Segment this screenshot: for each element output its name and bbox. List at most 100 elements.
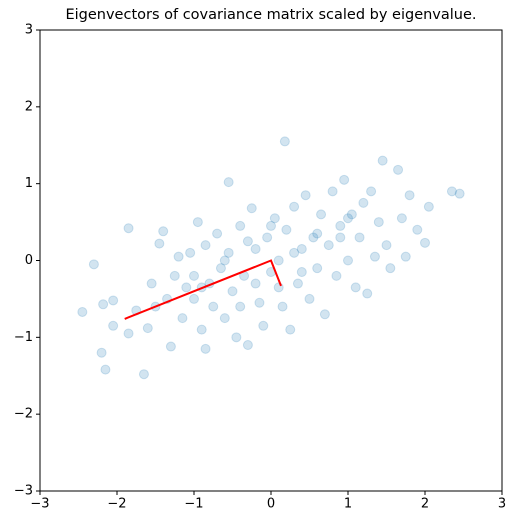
point — [335, 232, 346, 243]
point — [331, 270, 342, 281]
point — [96, 347, 107, 358]
point — [343, 213, 353, 224]
x-tick-label: −1 — [184, 497, 203, 512]
point — [123, 223, 134, 234]
y-tick-label: 0 — [25, 253, 33, 268]
point — [316, 209, 327, 220]
point — [319, 309, 330, 320]
point — [377, 155, 388, 166]
point — [250, 278, 261, 289]
point — [219, 313, 230, 324]
point — [289, 247, 300, 258]
point — [404, 190, 415, 201]
point — [400, 251, 411, 262]
point — [339, 174, 350, 185]
point — [354, 232, 365, 243]
point — [381, 240, 392, 251]
point — [277, 301, 288, 312]
point — [246, 203, 257, 214]
point — [258, 320, 269, 331]
point — [189, 293, 199, 304]
point — [327, 186, 338, 197]
point — [196, 324, 207, 335]
point — [100, 364, 111, 375]
point — [88, 259, 99, 270]
point — [396, 213, 407, 224]
point — [189, 270, 199, 281]
x-tick-label: 0 — [267, 497, 275, 512]
point — [219, 255, 230, 266]
point — [242, 340, 253, 351]
point — [223, 247, 234, 258]
chart-title: Eigenvectors of covariance matrix scaled… — [65, 7, 476, 23]
point — [420, 237, 430, 248]
point — [200, 240, 211, 251]
point — [231, 332, 242, 343]
x-tick-label: −2 — [107, 497, 126, 512]
point — [296, 267, 307, 278]
point — [362, 288, 373, 299]
point — [350, 282, 361, 293]
x-tick-label: 2 — [421, 497, 429, 512]
point — [181, 282, 192, 293]
point — [369, 251, 380, 262]
point — [123, 328, 134, 339]
x-tick-label: 1 — [344, 497, 352, 512]
y-tick-label: 3 — [25, 23, 33, 38]
point — [192, 217, 203, 228]
point — [165, 341, 176, 352]
point — [177, 313, 188, 324]
point — [446, 186, 457, 197]
point — [373, 217, 384, 228]
axes-frame — [39, 29, 503, 492]
eigenvector-line — [124, 259, 282, 320]
point — [304, 293, 315, 304]
point — [279, 136, 290, 147]
point — [108, 295, 119, 306]
point — [138, 369, 149, 380]
point — [308, 232, 319, 243]
point — [366, 186, 377, 197]
point — [142, 323, 153, 334]
x-tick-label: −3 — [30, 497, 49, 512]
point — [285, 324, 296, 335]
y-tick-label: 2 — [25, 99, 33, 114]
y-tick-label: −1 — [14, 330, 33, 345]
point — [300, 190, 311, 201]
point — [185, 247, 196, 258]
point — [312, 228, 323, 239]
point — [281, 224, 292, 235]
point — [269, 213, 280, 224]
point — [296, 243, 307, 254]
point — [154, 238, 165, 249]
point — [273, 282, 284, 293]
point — [250, 243, 261, 254]
point — [312, 263, 323, 274]
point — [146, 278, 157, 289]
point — [346, 209, 357, 220]
point — [215, 263, 226, 274]
point — [343, 255, 353, 266]
y-tick-label: 1 — [25, 176, 33, 191]
point — [235, 301, 246, 312]
x-tick-label: 3 — [498, 497, 506, 512]
point — [385, 263, 396, 274]
point — [266, 220, 276, 231]
point — [323, 240, 334, 251]
point — [173, 251, 184, 262]
y-tick-label: −3 — [14, 484, 33, 499]
point — [454, 188, 465, 199]
point — [108, 320, 119, 331]
point — [292, 278, 303, 289]
point — [212, 228, 223, 239]
point — [200, 343, 211, 354]
point — [77, 306, 88, 317]
point — [289, 201, 300, 212]
point — [223, 177, 234, 188]
point — [273, 255, 284, 266]
point — [262, 232, 273, 243]
point — [412, 224, 423, 235]
point — [335, 220, 346, 231]
point — [358, 197, 369, 208]
